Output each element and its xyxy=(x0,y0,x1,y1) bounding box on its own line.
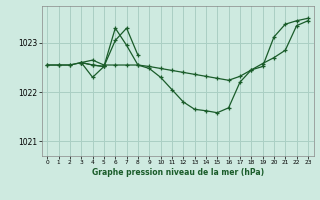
X-axis label: Graphe pression niveau de la mer (hPa): Graphe pression niveau de la mer (hPa) xyxy=(92,168,264,177)
